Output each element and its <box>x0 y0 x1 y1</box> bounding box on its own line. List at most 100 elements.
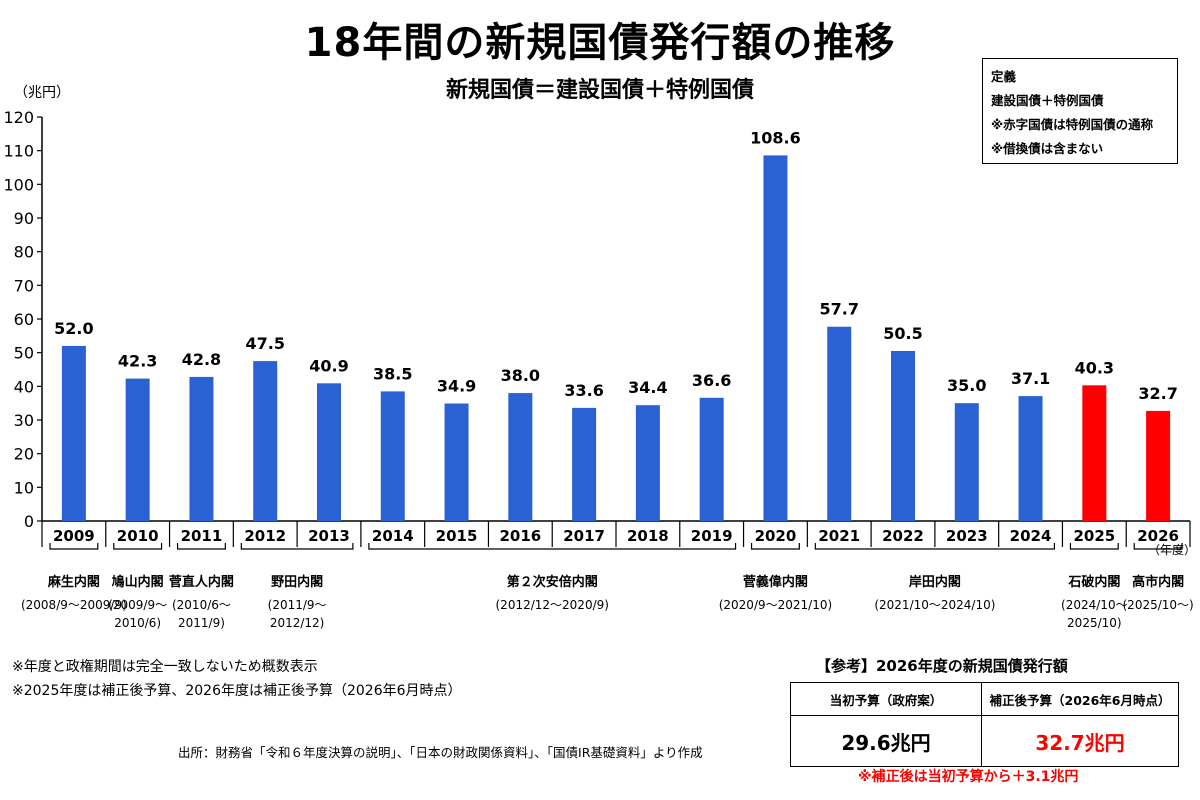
bar-value-label: 57.7 <box>819 300 858 319</box>
bar <box>1018 396 1043 521</box>
cabinet-period: (2021/10～2024/10) <box>874 598 995 612</box>
y-tick-label: 50 <box>14 344 34 363</box>
x-tick-label: 2012 <box>244 527 286 545</box>
x-tick-label: 2024 <box>1010 527 1052 545</box>
bar <box>1082 385 1107 521</box>
source-text: 出所：財務省「令和６年度決算の説明」、「日本の財政関係資料」、「国債IR基礎資料… <box>178 745 703 760</box>
x-tick-label: 2026 <box>1137 527 1179 545</box>
bar <box>827 326 852 521</box>
cabinet-name: 岸田内閣 <box>909 574 961 590</box>
bar-value-label: 42.8 <box>182 350 221 369</box>
cabinet-period: (2025/10～) <box>1123 598 1194 612</box>
cabinet-period: 2025/10) <box>1067 616 1122 630</box>
bar-value-label: 38.0 <box>501 366 540 385</box>
notes: ※年度と政権期間は完全一致しないため概数表示 ※2025年度は補正後予算、202… <box>12 655 462 703</box>
y-tick-label: 0 <box>24 512 34 531</box>
bar <box>253 361 278 521</box>
bar <box>444 403 469 521</box>
cabinet-bracket <box>368 543 737 550</box>
bar-value-label: 38.5 <box>373 364 412 383</box>
cabinet-bracket <box>1133 543 1183 550</box>
x-tick-label: 2019 <box>691 527 733 545</box>
bar <box>954 403 979 521</box>
bar <box>380 391 405 521</box>
cabinet-name: 菅義偉内閣 <box>743 574 808 590</box>
x-tick-label: 2010 <box>117 527 159 545</box>
bar-value-label: 47.5 <box>245 334 284 353</box>
reference-value-initial: 29.6兆円 <box>790 715 982 767</box>
reference-note: ※補正後は当初予算から＋3.1兆円 <box>858 769 1079 785</box>
cabinet-name: 石破内閣 <box>1067 574 1120 590</box>
bar-value-label: 33.6 <box>564 381 603 400</box>
cabinet-name: 第２次安倍内閣 <box>507 574 598 590</box>
y-tick-label: 90 <box>14 209 34 228</box>
cabinet-bracket <box>814 543 1056 550</box>
bar-value-label: 40.3 <box>1075 358 1114 377</box>
cabinet-period: (2009/9～ <box>108 598 167 612</box>
definition-line: ※借換債は含まない <box>991 141 1104 156</box>
chart-title: 18年間の新規国債発行額の推移 <box>304 20 896 66</box>
bar <box>1146 410 1171 521</box>
y-tick-label: 70 <box>14 276 34 295</box>
x-tick-label: 2018 <box>627 527 669 545</box>
cabinet-bracket <box>176 543 226 550</box>
cabinet-name: 高市内閣 <box>1132 574 1184 590</box>
bar <box>699 397 724 521</box>
cabinet-name: 野田内閣 <box>271 574 323 590</box>
x-tick-label: 2020 <box>755 527 797 545</box>
bar <box>61 345 86 521</box>
x-tick-label: 2013 <box>308 527 350 545</box>
reference-table: 当初予算（政府案） 補正後予算（2026年6月時点） 29.6兆円 32.7兆円 <box>790 682 1179 767</box>
chart-subtitle: 新規国債＝建設国債＋特例国債 <box>445 78 754 103</box>
bar-value-label: 40.9 <box>309 356 348 375</box>
y-tick-label: 60 <box>14 310 34 329</box>
bar <box>763 155 788 521</box>
bar <box>125 378 150 521</box>
cabinet-period: (2012/12～2020/9) <box>496 598 609 612</box>
reference-title: 【参考】2026年度の新規国債発行額 <box>816 657 1068 675</box>
bar-value-label: 42.3 <box>118 352 157 371</box>
bar-value-label: 36.6 <box>692 371 731 390</box>
reference-header-initial: 当初予算（政府案） <box>790 682 982 716</box>
bar <box>635 405 660 521</box>
bar-value-label: 37.1 <box>1011 369 1050 388</box>
cabinet-bracket <box>113 543 163 550</box>
cabinet-period: (2011/9～ <box>268 598 327 612</box>
note-line: ※年度と政権期間は完全一致しないため概数表示 <box>12 659 318 675</box>
cabinet-period: 2011/9) <box>178 616 225 630</box>
bar-value-label: 35.0 <box>947 376 986 395</box>
cabinet-bracket <box>750 543 800 550</box>
note-line: ※2025年度は補正後予算、2026年度は補正後予算（2026年6月時点） <box>12 683 462 699</box>
bar <box>508 393 533 521</box>
x-tick-label: 2014 <box>372 527 414 545</box>
cabinet-period: (2010/6～ <box>172 598 231 612</box>
y-tick-label: 30 <box>14 411 34 430</box>
bar <box>891 350 915 521</box>
y-tick-label: 110 <box>3 142 34 161</box>
y-axis-unit-label: （兆円） <box>14 85 70 101</box>
x-tick-label: 2017 <box>563 527 605 545</box>
cabinet-name: 菅直人内閣 <box>169 574 234 590</box>
bar-value-label: 52.0 <box>54 319 93 338</box>
y-tick-label: 10 <box>14 478 34 497</box>
bar-value-label: 32.7 <box>1138 384 1177 403</box>
bar <box>572 407 597 521</box>
reference-header-revised: 補正後予算（2026年6月時点） <box>981 682 1179 716</box>
definition-box: 定義 建設国債＋特例国債 ※赤字国債は特例国債の通称 ※借換債は含まない <box>982 58 1178 164</box>
x-tick-label: 2011 <box>181 527 223 545</box>
x-tick-label: 2009 <box>53 527 95 545</box>
y-tick-label: 40 <box>14 377 34 396</box>
definition-line: 建設国債＋特例国債 <box>991 93 1104 108</box>
cabinet-period: (2008/9～2009/9) <box>21 598 127 612</box>
cabinet-name: 鳩山内閣 <box>112 574 164 590</box>
bar-value-label: 50.5 <box>883 324 922 343</box>
cabinet-period: (2024/10～ <box>1061 598 1128 612</box>
bar-chart: 0 10 20 30 40 50 60 70 80 90 100 110 120 52.0 2009 42.3… <box>3 108 1196 630</box>
y-tick-label: 80 <box>14 243 34 262</box>
y-tick-label: 100 <box>3 175 34 194</box>
cabinet-period: 2012/12) <box>270 616 325 630</box>
cabinet-bracket <box>1069 543 1119 550</box>
bar-value-label: 34.9 <box>437 377 476 396</box>
x-tick-label: 2022 <box>882 527 924 545</box>
definition-heading: 定義 <box>991 69 1017 84</box>
